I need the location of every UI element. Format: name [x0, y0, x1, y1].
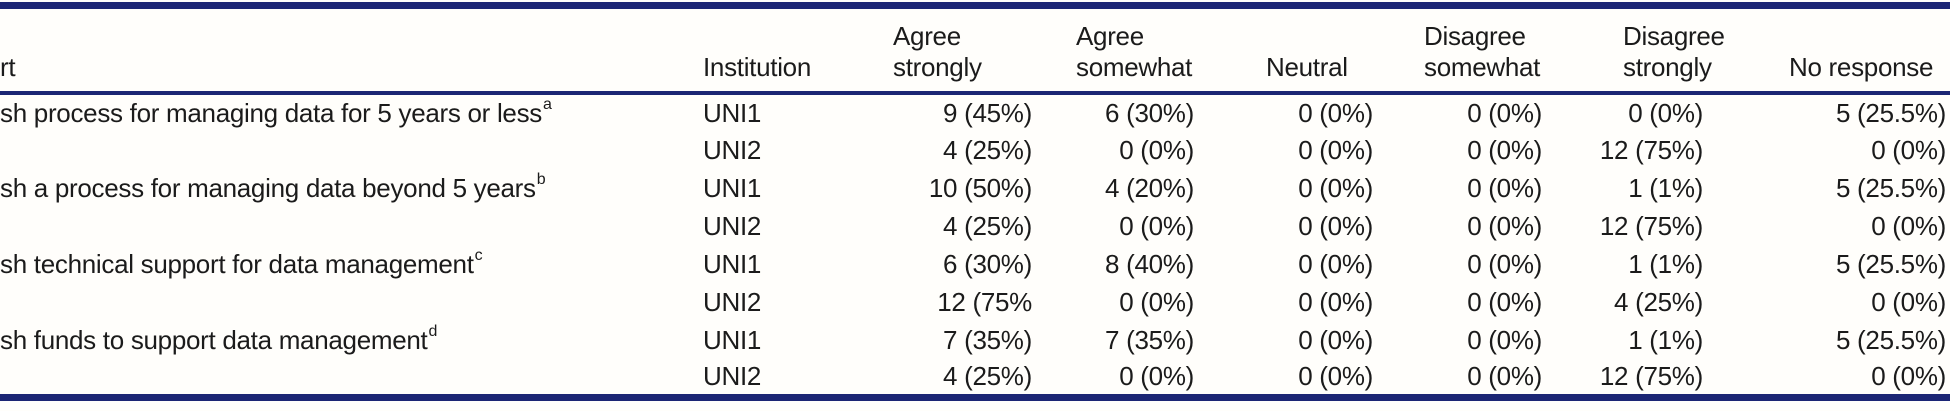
cell-neutral: 0 (0%): [1298, 361, 1373, 392]
cell-no-response: 5 (25.5%): [1835, 324, 1946, 355]
cell-no-response: 0 (0%): [1871, 361, 1946, 392]
table-row: UNI2 4 (25%) 0 (0%) 0 (0%) 0 (0%) 12 (75…: [0, 207, 1950, 245]
cell-neutral: 0 (0%): [1298, 172, 1373, 203]
col-header-disagree-somewhat: Disagree somewhat: [1375, 5, 1545, 96]
cell-agree-somewhat: 6 (30%): [1105, 97, 1194, 128]
cell-institution: UNI2: [703, 361, 762, 392]
cell-disagree-somewhat: 0 (0%): [1467, 97, 1542, 128]
cell-disagree-strongly: 12 (75%): [1599, 361, 1703, 392]
cell-disagree-strongly: 1 (1%): [1628, 324, 1703, 355]
item-footnote-marker: d: [428, 323, 438, 341]
table-row: UNI2 4 (25%) 0 (0%) 0 (0%) 0 (0%) 12 (75…: [0, 359, 1950, 397]
cell-no-response: 0 (0%): [1871, 210, 1946, 241]
item-label: sh a process for managing data beyond 5 …: [0, 172, 536, 203]
item-label: sh process for managing data for 5 years…: [0, 97, 542, 128]
col-header-disagree-strongly: Disagree strongly: [1545, 5, 1725, 96]
cell-agree-strongly: 4 (25%): [943, 210, 1032, 241]
col-header-neutral: Neutral: [1200, 5, 1375, 96]
cell-item: sh technical support for data management…: [0, 245, 690, 283]
cell-disagree-strongly: 0 (0%): [1628, 97, 1703, 128]
cell-neutral: 0 (0%): [1298, 97, 1373, 128]
cell-agree-strongly: 9 (45%): [943, 97, 1032, 128]
cell-no-response: 5 (25.5%): [1835, 97, 1946, 128]
cell-disagree-somewhat: 0 (0%): [1467, 286, 1542, 317]
cell-disagree-somewhat: 0 (0%): [1467, 210, 1542, 241]
survey-results-table: rt Institution Agree strongly Agree some…: [0, 2, 1950, 401]
cell-agree-somewhat: 8 (40%): [1105, 248, 1194, 279]
cell-agree-somewhat: 0 (0%): [1119, 361, 1194, 392]
cell-disagree-strongly: 12 (75%): [1599, 134, 1703, 165]
col-header-agree-strongly: Agree strongly: [865, 5, 1040, 96]
cell-institution: UNI2: [703, 134, 762, 165]
table-row: UNI2 4 (25%) 0 (0%) 0 (0%) 0 (0%) 12 (75…: [0, 131, 1950, 169]
cell-agree-somewhat: 7 (35%): [1105, 324, 1194, 355]
table-row: UNI2 12 (75% 0 (0%) 0 (0%) 0 (0%) 4 (25%…: [0, 283, 1950, 321]
cell-agree-strongly: 4 (25%): [943, 134, 1032, 165]
cell-institution: UNI2: [703, 210, 762, 241]
cell-disagree-somewhat: 0 (0%): [1467, 172, 1542, 203]
cell-disagree-somewhat: 0 (0%): [1467, 324, 1542, 355]
cell-item: [0, 131, 690, 169]
cell-institution: UNI2: [703, 286, 762, 317]
item-label: sh funds to support data management: [0, 324, 428, 355]
cell-no-response: 5 (25.5%): [1835, 172, 1946, 203]
cell-institution: UNI1: [703, 324, 762, 355]
cell-disagree-strongly: 12 (75%): [1599, 210, 1703, 241]
col-header-institution: Institution: [690, 5, 865, 96]
cell-disagree-somewhat: 0 (0%): [1467, 134, 1542, 165]
cell-item: sh a process for managing data beyond 5 …: [0, 169, 690, 207]
cell-agree-strongly: 6 (30%): [943, 248, 1032, 279]
cell-neutral: 0 (0%): [1298, 210, 1373, 241]
cell-disagree-strongly: 1 (1%): [1628, 172, 1703, 203]
cell-item: sh process for managing data for 5 years…: [0, 93, 690, 131]
cell-agree-strongly: 10 (50%): [928, 172, 1032, 203]
cell-no-response: 5 (25.5%): [1835, 248, 1946, 279]
cell-disagree-strongly: 4 (25%): [1614, 286, 1703, 317]
cell-neutral: 0 (0%): [1298, 248, 1373, 279]
table-row: sh funds to support data managementd UNI…: [0, 321, 1950, 359]
cell-disagree-somewhat: 0 (0%): [1467, 361, 1542, 392]
cell-item: [0, 359, 690, 397]
cell-agree-strongly: 12 (75%: [937, 286, 1032, 317]
cell-agree-somewhat: 4 (20%): [1105, 172, 1194, 203]
cell-item: [0, 207, 690, 245]
item-label: sh technical support for data management: [0, 248, 474, 279]
cell-no-response: 0 (0%): [1871, 134, 1946, 165]
cell-institution: UNI1: [703, 97, 762, 128]
cell-agree-somewhat: 0 (0%): [1119, 210, 1194, 241]
table-row: sh process for managing data for 5 years…: [0, 93, 1950, 131]
cell-disagree-strongly: 1 (1%): [1628, 248, 1703, 279]
paper-table-page: rt Institution Agree strongly Agree some…: [0, 2, 1950, 401]
cell-neutral: 0 (0%): [1298, 324, 1373, 355]
cell-agree-strongly: 7 (35%): [943, 324, 1032, 355]
table-row: sh technical support for data management…: [0, 245, 1950, 283]
cell-institution: UNI1: [703, 248, 762, 279]
cell-disagree-somewhat: 0 (0%): [1467, 248, 1542, 279]
cell-item: [0, 283, 690, 321]
col-header-agree-somewhat: Agree somewhat: [1040, 5, 1200, 96]
item-footnote-marker: b: [536, 171, 546, 189]
cell-agree-strongly: 4 (25%): [943, 361, 1032, 392]
cell-neutral: 0 (0%): [1298, 286, 1373, 317]
col-header-no-response: No response: [1705, 5, 1950, 96]
header-row: rt Institution Agree strongly Agree some…: [0, 5, 1950, 96]
cell-no-response: 0 (0%): [1871, 286, 1946, 317]
cell-agree-somewhat: 0 (0%): [1119, 134, 1194, 165]
cell-item: sh funds to support data managementd: [0, 321, 690, 359]
cell-institution: UNI1: [703, 172, 762, 203]
item-footnote-marker: c: [474, 247, 483, 265]
cell-agree-somewhat: 0 (0%): [1119, 286, 1194, 317]
table-row: sh a process for managing data beyond 5 …: [0, 169, 1950, 207]
cell-neutral: 0 (0%): [1298, 134, 1373, 165]
col-header-item: rt: [0, 5, 690, 96]
item-footnote-marker: a: [543, 96, 552, 114]
